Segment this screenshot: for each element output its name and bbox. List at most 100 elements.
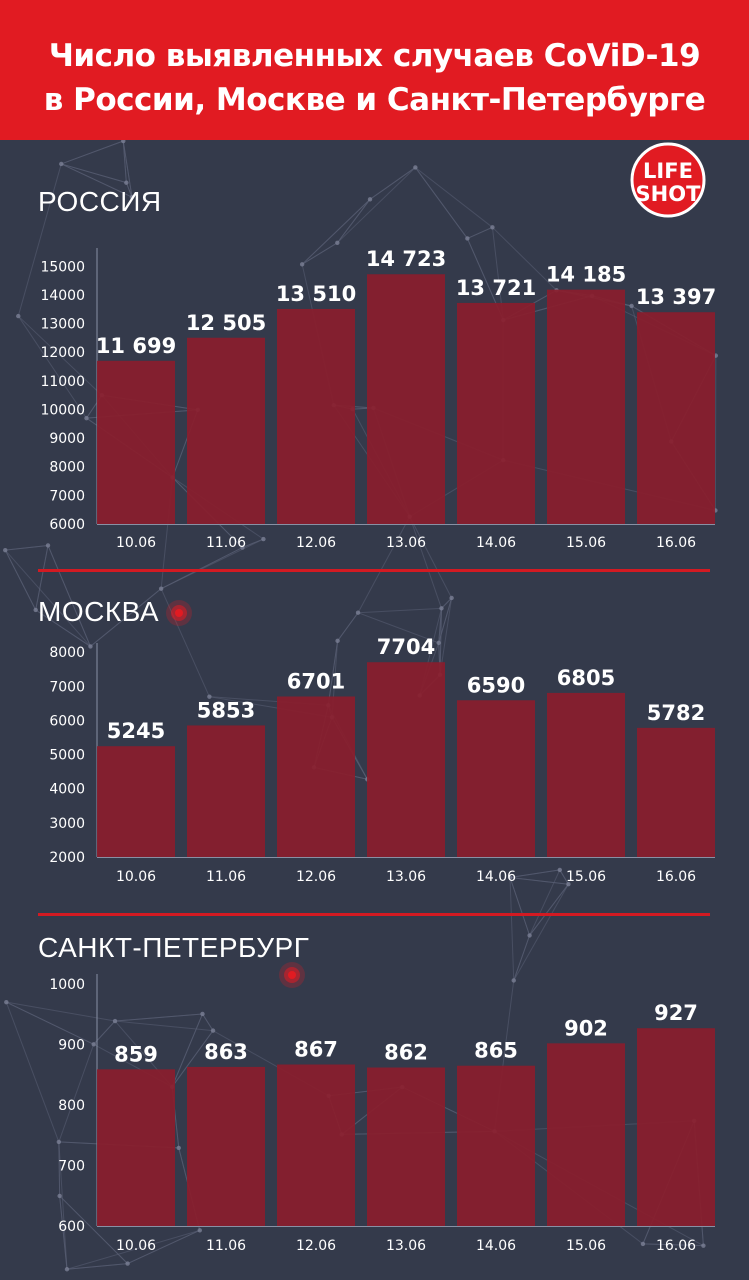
bar xyxy=(97,360,175,524)
x-tick-label: 10.06 xyxy=(116,535,156,551)
bar xyxy=(277,696,355,857)
y-tick-label: 6000 xyxy=(49,517,85,533)
y-tick-label: 15000 xyxy=(40,259,85,275)
chart-moscow: 2000 3000 4000 5000 6000 7000 8000 5245 10.06 585… xyxy=(49,635,715,885)
y-tick-label: 2000 xyxy=(49,850,85,866)
bar-value-label: 6805 xyxy=(557,666,615,690)
y-tick-label: 4000 xyxy=(49,782,85,798)
bar xyxy=(637,1028,715,1226)
y-tick-label: 13000 xyxy=(40,317,85,333)
bar-value-label: 13 721 xyxy=(456,276,536,300)
bar-value-label: 6590 xyxy=(467,673,525,697)
bar-value-label: 5245 xyxy=(107,719,165,743)
bar xyxy=(547,289,625,524)
y-tick-label: 5000 xyxy=(49,748,85,764)
bar xyxy=(277,308,355,524)
bar-value-label: 11 699 xyxy=(96,334,176,358)
bar xyxy=(97,746,175,857)
section-divider xyxy=(38,913,710,916)
bar xyxy=(547,1043,625,1226)
bar-value-label: 13 397 xyxy=(636,285,716,309)
bar xyxy=(97,1069,175,1226)
title-line-2: в России, Москве и Санкт-Петербурге xyxy=(43,82,706,118)
x-tick-label: 10.06 xyxy=(116,869,156,885)
bar-value-label: 927 xyxy=(654,1001,698,1025)
section-title-spb: САНКТ-ПЕТЕРБУРГ xyxy=(38,932,310,963)
bar-value-label: 13 510 xyxy=(276,282,356,306)
chart-russia: 6000 7000 8000 9000 10000 11000 12000 13000 1400… xyxy=(40,247,716,551)
y-tick-label: 1000 xyxy=(49,977,85,993)
bar-value-label: 14 723 xyxy=(366,247,446,271)
y-tick-label: 7000 xyxy=(49,488,85,504)
bar xyxy=(367,274,445,524)
y-tick-label: 7000 xyxy=(49,679,85,695)
y-tick-label: 10000 xyxy=(40,402,85,418)
y-tick-label: 11000 xyxy=(40,374,85,390)
bar xyxy=(457,302,535,524)
spb-location-marker xyxy=(279,962,305,988)
bar-value-label: 5782 xyxy=(647,701,705,725)
y-tick-label: 700 xyxy=(58,1159,85,1175)
x-tick-label: 15.06 xyxy=(566,869,606,885)
bar xyxy=(187,1066,265,1226)
section-divider xyxy=(38,569,710,572)
x-tick-label: 13.06 xyxy=(386,535,426,551)
bar-value-label: 6701 xyxy=(287,669,345,693)
bar xyxy=(457,700,535,857)
bar xyxy=(637,727,715,857)
x-tick-label: 14.06 xyxy=(476,1238,516,1254)
bar-value-label: 862 xyxy=(384,1041,428,1065)
bar-value-label: 7704 xyxy=(377,635,435,659)
y-tick-label: 8000 xyxy=(49,645,85,661)
y-tick-label: 6000 xyxy=(49,713,85,729)
y-tick-label: 900 xyxy=(58,1038,85,1054)
bar-value-label: 5853 xyxy=(197,698,255,722)
x-tick-label: 12.06 xyxy=(296,535,336,551)
bar xyxy=(637,312,715,524)
bar-value-label: 859 xyxy=(114,1042,158,1066)
y-tick-label: 12000 xyxy=(40,345,85,361)
bar xyxy=(187,725,265,857)
y-tick-label: 9000 xyxy=(49,431,85,447)
moscow-location-marker xyxy=(166,600,192,626)
bar xyxy=(457,1065,535,1226)
x-tick-label: 12.06 xyxy=(296,869,336,885)
x-tick-label: 14.06 xyxy=(476,535,516,551)
lifeshot-logo: LIFE SHOT xyxy=(630,142,706,218)
y-tick-label: 800 xyxy=(58,1098,85,1114)
bar-value-label: 14 185 xyxy=(546,263,626,287)
bar-value-label: 902 xyxy=(564,1016,608,1040)
y-tick-label: 3000 xyxy=(49,816,85,832)
bar xyxy=(367,662,445,857)
x-tick-label: 11.06 xyxy=(206,535,246,551)
x-tick-label: 16.06 xyxy=(656,869,696,885)
bar xyxy=(277,1064,355,1226)
y-tick-label: 14000 xyxy=(40,288,85,304)
x-tick-label: 11.06 xyxy=(206,869,246,885)
x-tick-label: 10.06 xyxy=(116,1238,156,1254)
bar-value-label: 867 xyxy=(294,1037,338,1061)
x-tick-label: 16.06 xyxy=(656,1238,696,1254)
title-line-1: Число выявленных случаев CoViD-19 xyxy=(48,38,701,74)
x-tick-label: 16.06 xyxy=(656,535,696,551)
section-title-moscow: МОСКВА xyxy=(38,596,160,627)
x-tick-label: 14.06 xyxy=(476,869,516,885)
x-tick-label: 11.06 xyxy=(206,1238,246,1254)
bar-value-label: 12 505 xyxy=(186,311,266,335)
section-title-russia: РОССИЯ xyxy=(38,186,162,217)
header-banner: Число выявленных случаев CoViD-19 в Росс… xyxy=(0,0,749,140)
x-tick-label: 13.06 xyxy=(386,869,426,885)
x-tick-label: 12.06 xyxy=(296,1238,336,1254)
chart-spb: 600 700 800 900 1000 859 10.06 863 11.06 867 12.06… xyxy=(49,974,715,1254)
logo-line1: LIFE xyxy=(643,159,693,183)
y-tick-label: 600 xyxy=(58,1219,85,1235)
bar-value-label: 865 xyxy=(474,1039,518,1063)
logo-line2: SHOT xyxy=(636,182,702,206)
x-tick-label: 15.06 xyxy=(566,535,606,551)
x-tick-label: 13.06 xyxy=(386,1238,426,1254)
bar-value-label: 863 xyxy=(204,1040,248,1064)
x-tick-label: 15.06 xyxy=(566,1238,606,1254)
bar xyxy=(547,692,625,857)
bar xyxy=(367,1067,445,1226)
